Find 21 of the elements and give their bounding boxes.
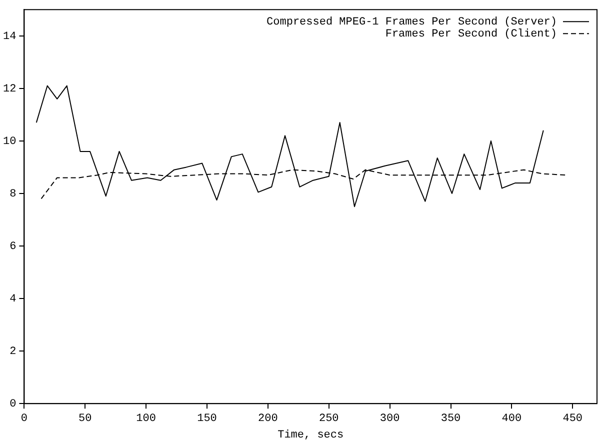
y-tick-label: 12: [3, 83, 16, 96]
x-tick-label: 350: [440, 413, 461, 426]
x-tick-label: 300: [380, 413, 400, 426]
y-tick-label: 8: [10, 188, 16, 200]
x-tick-label: 450: [562, 413, 583, 426]
legend-label: Compressed MPEG-1 Frames Per Second (Server): [266, 16, 557, 29]
y-tick-label: 2: [10, 346, 16, 358]
x-tick-label: 200: [258, 413, 278, 426]
y-tick-label: 14: [3, 30, 17, 43]
legend-label: Frames Per Second (Client): [385, 28, 557, 41]
x-tick-label: 150: [197, 413, 217, 426]
x-tick-label: 50: [78, 413, 92, 426]
y-tick-label: 6: [10, 240, 16, 253]
y-tick-label: 4: [10, 293, 17, 306]
x-axis-title: Time, secs: [278, 429, 344, 441]
y-tick-label: 10: [3, 136, 16, 148]
y-tick-label: 0: [10, 398, 16, 411]
x-tick-label: 100: [136, 413, 156, 426]
x-tick-label: 0: [20, 413, 28, 426]
x-tick-label: 400: [502, 413, 522, 426]
x-tick-label: 250: [318, 413, 339, 426]
